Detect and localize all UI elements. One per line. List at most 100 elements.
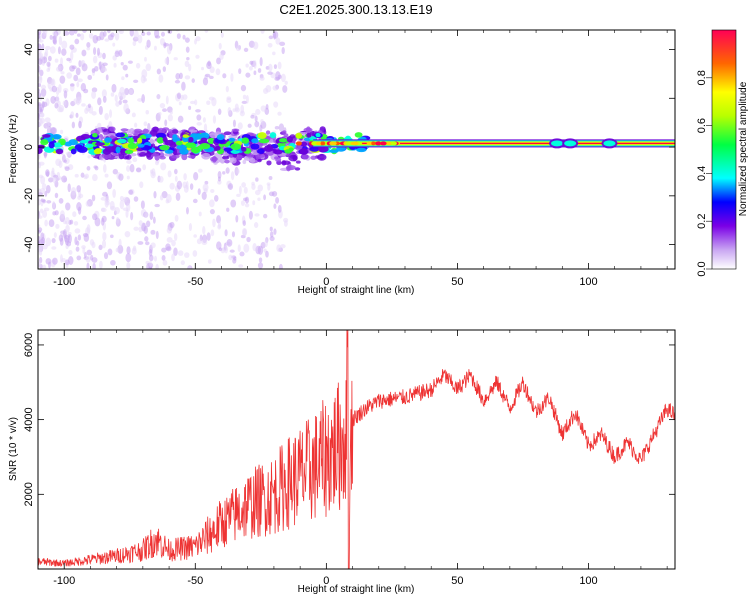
spectrogram-speckle <box>38 135 41 141</box>
spectrogram-ridge-spot <box>386 141 392 146</box>
spectrogram-speckle <box>77 234 82 241</box>
spectrogram-speckle <box>209 199 215 208</box>
spectrogram-speckle <box>61 40 68 50</box>
spectrogram-speckle <box>155 263 159 269</box>
spectrogram-speckle <box>48 177 54 183</box>
spectrogram-speckle <box>236 193 241 198</box>
spectrogram-ridge-blob <box>356 147 367 153</box>
spectrogram-speckle <box>148 260 152 268</box>
spectrogram-speckle <box>248 66 253 71</box>
spectrogram-speckle <box>144 236 149 242</box>
spectrogram-halo <box>210 156 218 162</box>
spectrogram-speckle <box>240 84 247 92</box>
spectrogram-speckle <box>278 123 285 132</box>
spectrogram-halo <box>265 130 271 135</box>
spectrogram-halo <box>129 152 137 157</box>
spectrogram-speckle <box>175 192 181 201</box>
spectrogram-ridge-blob <box>216 134 225 141</box>
spectrogram-speckle <box>78 120 82 129</box>
spectrogram-speckle <box>104 38 110 42</box>
spectrogram-speckle <box>284 80 288 85</box>
spectrogram-speckle <box>44 117 51 123</box>
spectrogram-speckle <box>257 184 264 192</box>
spectrogram-speckle <box>257 68 262 73</box>
spectrogram-speckle <box>97 97 102 106</box>
spectrogram-speckle <box>92 55 98 64</box>
colorbar-tick-label: 0.0 <box>696 261 708 276</box>
spectrogram-speckle <box>282 85 288 93</box>
spectrogram-speckle <box>114 206 120 215</box>
spectrogram-halo <box>317 153 327 161</box>
spectrogram-speckle <box>135 62 141 69</box>
spectrogram-speckle <box>76 185 82 193</box>
spectrogram-speckle <box>196 114 202 121</box>
spectrogram-speckle <box>119 195 124 202</box>
spectrogram-speckle <box>137 241 144 245</box>
spectrogram-ridge-blob <box>70 148 77 155</box>
spectrogram-ridge-blob <box>80 134 91 140</box>
spectrogram-speckle <box>220 32 224 38</box>
spectrogram-speckle <box>204 73 211 78</box>
spectrogram-speckle <box>66 72 73 79</box>
spectrogram-ridge-blob <box>286 136 293 143</box>
spectrogram-speckle <box>46 121 50 130</box>
spectrogram-speckle <box>63 159 67 163</box>
spectrogram-speckle <box>169 182 175 190</box>
spectrogram-speckle <box>40 84 47 90</box>
spectrogram-ridge-blob <box>95 142 105 146</box>
spectrogram-speckle <box>111 216 115 220</box>
spectrogram-speckle <box>176 92 182 100</box>
spectrogram-speckle <box>119 199 125 210</box>
spectrogram-x-tick-label: -100 <box>53 276 75 288</box>
spectrogram-speckle <box>161 247 167 253</box>
spectrogram-speckle <box>70 111 75 119</box>
spectrogram-speckle <box>218 42 222 50</box>
spectrogram-speckle <box>48 219 55 228</box>
spectrogram-ridge-blob <box>42 134 51 138</box>
spectrogram-speckle <box>101 89 107 98</box>
spectrogram-ridge-band <box>313 142 675 145</box>
spectrogram-speckle <box>165 95 169 105</box>
spectrogram-speckle <box>55 66 62 72</box>
spectrogram-ridge-blob <box>156 137 165 144</box>
spectrogram-ridge-blob <box>309 146 320 152</box>
spectrogram-speckle <box>150 229 156 235</box>
spectrogram-speckle <box>38 39 44 43</box>
spectrogram-ridge-blob <box>315 132 321 138</box>
spectrogram-speckle <box>57 46 61 55</box>
spectrogram-speckle <box>91 257 98 263</box>
spectrogram-speckle <box>204 30 209 33</box>
spectrogram-speckle <box>145 109 150 115</box>
spectrogram-speckle <box>272 85 279 91</box>
spectrogram-speckle <box>244 196 250 204</box>
spectrogram-ridge-blob <box>207 137 215 145</box>
spectrogram-ridge-blob <box>77 146 88 153</box>
spectrogram-speckle <box>201 66 204 71</box>
spectrogram-speckle <box>226 238 233 247</box>
spectrogram-speckle <box>114 31 120 41</box>
spectrogram-speckle <box>52 211 57 216</box>
spectrogram-halo <box>167 128 173 135</box>
spectrogram-speckle <box>253 70 257 76</box>
spectrogram-frame <box>37 29 676 270</box>
spectrogram-speckle <box>171 253 175 262</box>
snr-x-tick-label: -100 <box>53 575 75 587</box>
spectrogram-speckle <box>98 105 103 115</box>
spectrogram-ridge-blob <box>284 149 292 154</box>
spectrogram-speckle <box>207 60 211 67</box>
spectrogram-speckle <box>52 35 57 44</box>
spectrogram-speckle <box>65 202 71 211</box>
spectrogram-ridge-blob <box>102 148 111 155</box>
snr-x-tick-label: 50 <box>451 575 463 587</box>
spectrogram-speckle <box>47 81 51 89</box>
spectrogram-speckle <box>52 201 56 209</box>
spectrogram-speckle <box>76 240 80 246</box>
spectrogram-speckle <box>154 35 161 39</box>
spectrogram-ridge-blob <box>300 141 308 147</box>
spectrogram-speckle <box>235 215 239 223</box>
spectrogram-ridge-spot <box>380 141 387 146</box>
snr-y-ticks: 2000 4000 6000 <box>23 333 675 507</box>
spectrogram-speckle <box>222 73 227 79</box>
spectrogram-speckle <box>171 239 176 247</box>
